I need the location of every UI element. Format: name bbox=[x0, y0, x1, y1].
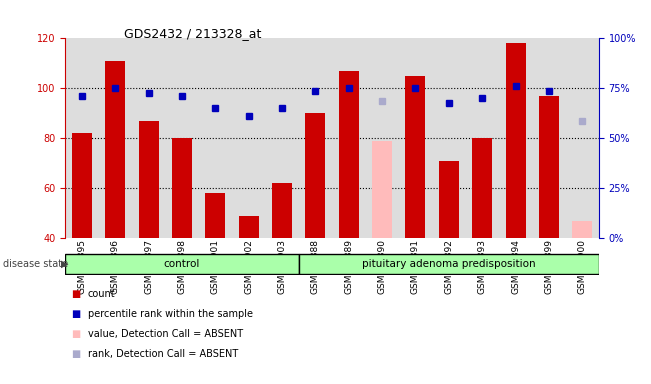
Text: ■: ■ bbox=[72, 329, 81, 339]
Text: pituitary adenoma predisposition: pituitary adenoma predisposition bbox=[362, 259, 536, 269]
Bar bbox=[305, 113, 326, 238]
Bar bbox=[238, 216, 258, 238]
Text: count: count bbox=[88, 289, 115, 299]
Bar bbox=[105, 61, 125, 238]
Bar bbox=[65, 255, 299, 273]
Text: ■: ■ bbox=[72, 349, 81, 359]
Bar bbox=[72, 133, 92, 238]
Bar bbox=[205, 193, 225, 238]
Bar bbox=[406, 76, 425, 238]
Bar bbox=[172, 138, 192, 238]
Bar bbox=[299, 255, 599, 273]
Bar bbox=[572, 220, 592, 238]
Bar bbox=[272, 183, 292, 238]
Bar bbox=[439, 161, 459, 238]
Text: ▶: ▶ bbox=[61, 259, 68, 269]
Text: disease state: disease state bbox=[3, 259, 68, 269]
Bar bbox=[539, 96, 559, 238]
Bar bbox=[472, 138, 492, 238]
Bar bbox=[139, 121, 159, 238]
Bar bbox=[339, 71, 359, 238]
Text: ■: ■ bbox=[72, 289, 81, 299]
Text: control: control bbox=[163, 259, 200, 269]
Text: GDS2432 / 213328_at: GDS2432 / 213328_at bbox=[124, 27, 261, 40]
Text: percentile rank within the sample: percentile rank within the sample bbox=[88, 309, 253, 319]
Text: ■: ■ bbox=[72, 309, 81, 319]
Bar bbox=[505, 43, 525, 238]
Bar bbox=[372, 141, 392, 238]
Text: value, Detection Call = ABSENT: value, Detection Call = ABSENT bbox=[88, 329, 243, 339]
Text: rank, Detection Call = ABSENT: rank, Detection Call = ABSENT bbox=[88, 349, 238, 359]
